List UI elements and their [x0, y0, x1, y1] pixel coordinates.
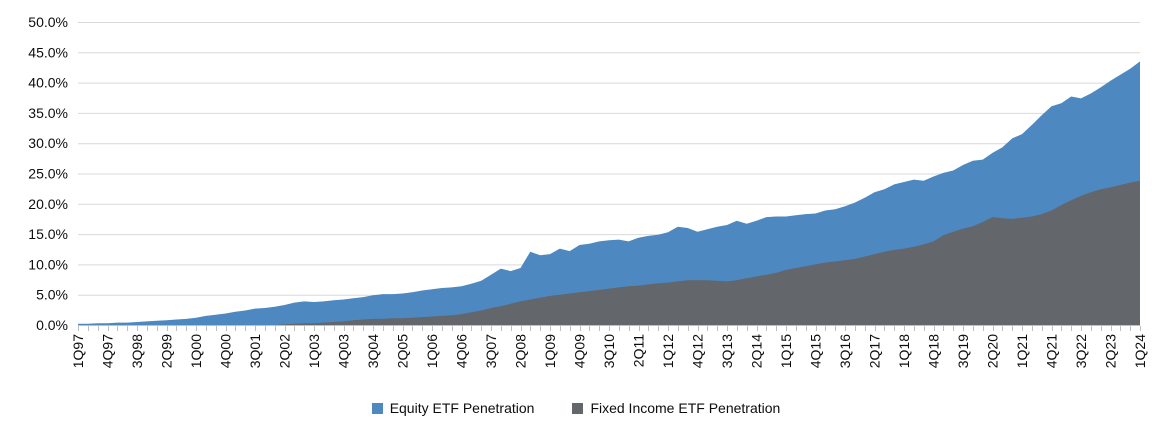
x-axis-tick-label: 3Q07 [483, 334, 499, 368]
x-axis-tick-label: 3Q01 [247, 334, 263, 368]
x-axis-tick-label: 2Q08 [513, 334, 529, 368]
chart-legend: Equity ETF Penetration Fixed Income ETF … [0, 400, 1152, 416]
x-axis-tick-label: 3Q04 [365, 334, 381, 368]
legend-item-equity: Equity ETF Penetration [371, 400, 535, 416]
x-axis-tick-label: 2Q20 [985, 334, 1001, 368]
y-axis-tick-label: 45.0% [28, 44, 68, 60]
x-axis-tick-label: 3Q10 [601, 334, 617, 368]
x-axis-tick-label: 2Q99 [159, 334, 175, 368]
x-axis-tick-label: 1Q21 [1014, 334, 1030, 368]
y-axis-tick-label: 20.0% [28, 196, 68, 212]
penetration-area-plot: 0.0% 5.0% 10.0% 15.0% 20.0% 25.0% 30.0% 35.0% 40… [28, 14, 1148, 368]
x-axis-tick-label: 4Q03 [336, 334, 352, 368]
y-axis-tick-label: 50.0% [28, 14, 68, 30]
x-axis-tick-label: 3Q22 [1073, 334, 1089, 368]
x-axis-tick-label: 1Q24 [1132, 334, 1148, 368]
x-axis-tick-label: 1Q97 [70, 334, 86, 368]
x-axis-tick-label: 1Q15 [778, 334, 794, 368]
y-axis-tick-label: 0.0% [36, 317, 68, 333]
equity-legend-label: Equity ETF Penetration [389, 400, 535, 416]
y-axis-tick-label: 40.0% [28, 75, 68, 91]
x-axis-tick-label: 2Q02 [277, 334, 293, 368]
x-axis-tick-label: 1Q12 [660, 334, 676, 368]
x-axis-tick-label: 4Q97 [100, 334, 116, 368]
x-axis-tick-label: 3Q98 [129, 334, 145, 368]
x-axis-tick-label: 2Q23 [1103, 334, 1119, 368]
x-axis-tick-label: 1Q09 [542, 334, 558, 368]
x-axis-tick-label: 4Q21 [1044, 334, 1060, 368]
x-axis-tick-label: 3Q16 [837, 334, 853, 368]
x-axis-tick-label: 4Q12 [690, 334, 706, 368]
y-axis-tick-label: 5.0% [36, 287, 68, 303]
x-axis-tick-label: 2Q14 [749, 334, 765, 368]
x-axis-tick-label: 2Q11 [631, 334, 647, 367]
equity-legend-swatch-icon [371, 402, 383, 414]
y-axis-tick-label: 25.0% [28, 166, 68, 182]
y-axis-tick-label: 15.0% [28, 226, 68, 242]
y-axis-tick-label: 30.0% [28, 135, 68, 151]
x-axis-tick-label: 4Q06 [454, 334, 470, 368]
legend-item-fixed-income: Fixed Income ETF Penetration [572, 400, 780, 416]
x-axis-tick-label: 1Q18 [896, 334, 912, 368]
x-axis-tick-label: 4Q18 [926, 334, 942, 368]
x-axis-tick-label: 4Q00 [218, 334, 234, 368]
x-axis-tick-label: 2Q17 [867, 334, 883, 368]
fixed-income-legend-swatch-icon [572, 402, 584, 414]
y-axis-tick-label: 35.0% [28, 105, 68, 121]
y-axis-tick-label: 10.0% [28, 256, 68, 272]
fixed-income-etf-penetration-area [78, 180, 1140, 325]
x-axis-tick-label: 2Q05 [395, 334, 411, 368]
x-axis-tick-label: 3Q19 [955, 334, 971, 368]
x-axis-tick-label: 4Q15 [808, 334, 824, 368]
x-axis-tick-label: 3Q13 [719, 334, 735, 368]
x-axis-tick-label: 1Q03 [306, 334, 322, 368]
x-axis-tick-label: 4Q09 [572, 334, 588, 368]
x-axis-tick-label: 1Q00 [188, 334, 204, 368]
x-axis-tick-label: 1Q06 [424, 334, 440, 368]
fixed-income-legend-label: Fixed Income ETF Penetration [590, 400, 781, 416]
